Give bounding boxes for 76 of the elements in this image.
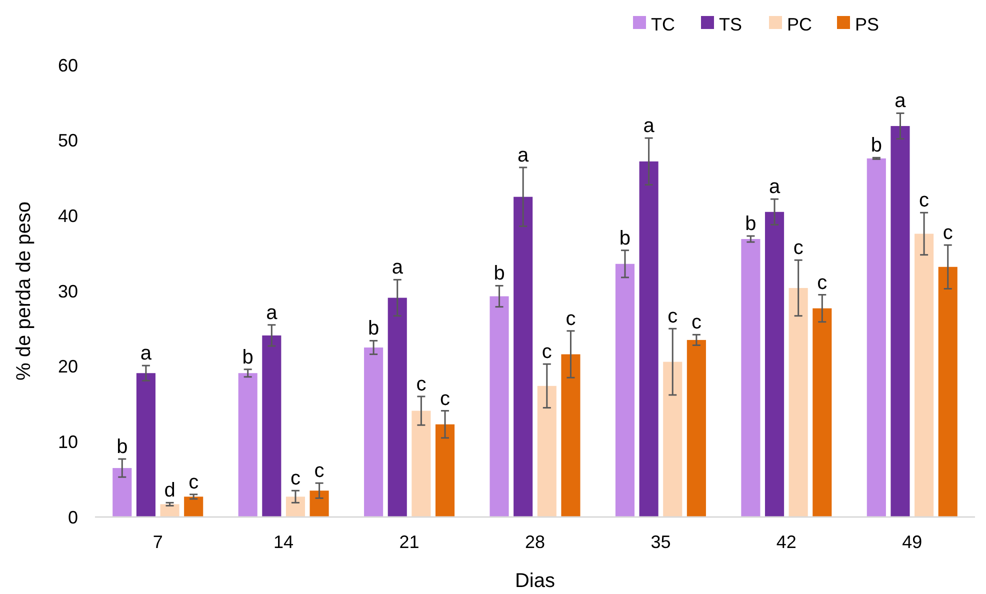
data-label: a (518, 144, 530, 166)
bar (388, 298, 407, 517)
data-label: c (440, 388, 450, 410)
bar (412, 410, 431, 517)
y-tick-label: 20 (58, 356, 78, 377)
bar (286, 496, 306, 517)
bar (764, 212, 784, 517)
x-tick-label: 49 (902, 532, 922, 552)
bar (914, 234, 934, 517)
x-tick-label: 14 (274, 532, 294, 552)
bar (561, 354, 580, 517)
data-label: c (817, 272, 828, 294)
data-label: a (768, 176, 781, 198)
y-tick-label: 10 (58, 432, 78, 452)
bar (866, 158, 886, 517)
legend-label: TS (719, 14, 742, 34)
bar (160, 504, 180, 517)
data-label: c (942, 222, 953, 244)
bar (310, 490, 329, 517)
bar (184, 496, 204, 517)
data-label: c (793, 237, 804, 260)
data-label: c (691, 312, 702, 334)
data-label: c (542, 341, 552, 364)
data-label: b (494, 262, 505, 285)
data-label: a (266, 302, 278, 324)
legend-label: TC (651, 14, 675, 34)
y-axis-title: % de perda de peso (13, 201, 35, 381)
bar (890, 126, 910, 517)
y-tick-label: 50 (58, 130, 78, 151)
data-label: a (140, 342, 152, 365)
y-tick-label: 0 (68, 507, 78, 528)
legend-label: PC (787, 14, 812, 34)
bar (615, 264, 635, 517)
bar (686, 340, 706, 517)
bar (238, 373, 258, 517)
bar (537, 386, 556, 517)
x-tick-label: 7 (152, 532, 163, 552)
bar (112, 468, 132, 517)
data-label: c (668, 306, 678, 328)
data-label: c (416, 373, 426, 396)
bar (788, 288, 808, 517)
data-label: a (894, 90, 907, 112)
data-label: c (314, 460, 324, 482)
y-tick-label: 60 (58, 55, 78, 76)
data-label: b (870, 134, 882, 157)
data-label: b (116, 436, 128, 458)
bar (663, 362, 682, 517)
data-label: a (643, 115, 656, 138)
x-axis-title: Dias (514, 570, 556, 592)
bar (490, 296, 509, 517)
bar (435, 424, 455, 517)
bar (812, 308, 832, 517)
bar (514, 196, 533, 517)
x-tick-label: 21 (399, 532, 420, 552)
data-label: b (242, 346, 254, 368)
bar (136, 373, 156, 517)
data-label: c (188, 471, 199, 494)
data-label: b (368, 318, 380, 340)
bar (639, 161, 658, 517)
data-label: c (290, 468, 300, 490)
bar (741, 239, 760, 517)
bar (262, 335, 282, 517)
data-label: c (566, 308, 576, 330)
legend-label: PS (855, 14, 880, 34)
x-tick-label: 42 (776, 532, 796, 552)
x-tick-label: 35 (650, 532, 671, 552)
data-label: d (164, 480, 176, 502)
data-label: b (619, 227, 631, 250)
data-label: c (919, 190, 930, 212)
y-tick-label: 40 (58, 206, 78, 226)
data-label: b (745, 213, 756, 236)
data-label: a (392, 256, 404, 279)
bar (938, 266, 958, 517)
x-tick-label: 28 (524, 532, 546, 552)
y-tick-label: 30 (58, 281, 78, 302)
bar (364, 348, 384, 517)
